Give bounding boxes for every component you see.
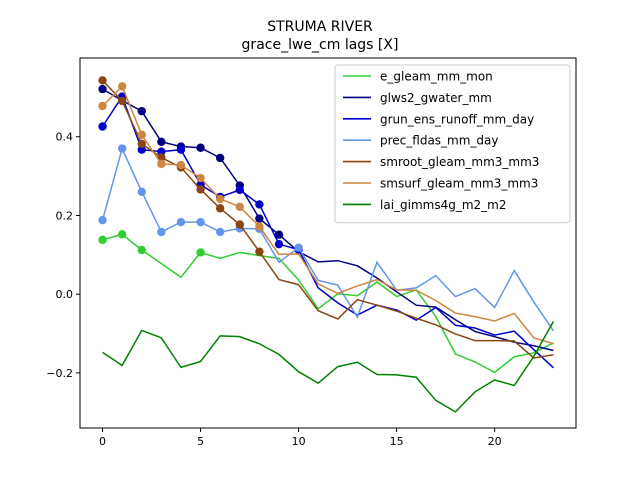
x-tick-label-0: 0 — [99, 435, 106, 448]
data-point-smsurf_gleam_mm3_mm3-7 — [235, 202, 244, 211]
x-tick-label-5: 5 — [197, 435, 204, 448]
data-point-smsurf_gleam_mm3_mm3-8 — [255, 222, 264, 231]
data-point-prec_fldas_mm_day-1 — [117, 144, 127, 153]
legend-box — [334, 64, 571, 224]
legend-label-lai_gimms4g_m2_m2: lai_gimms4g_m2_m2 — [380, 198, 507, 212]
x-tick-label-15: 15 — [390, 435, 404, 448]
data-point-grun_ens_runoff_mm_day-9 — [274, 239, 284, 249]
legend: e_gleam_mm_mon glws2_gwater_mm grun_ens_ru… — [334, 64, 571, 224]
series-layer — [98, 76, 555, 413]
x-tick-label-10: 10 — [292, 435, 306, 448]
plot-frame — [79, 57, 577, 429]
data-point-grun_ens_runoff_mm_day-4 — [176, 145, 186, 154]
data-point-glws2_gwater_mm-2 — [137, 106, 146, 116]
legend-label-glws2_gwater_mm: glws2_gwater_mm — [380, 91, 492, 105]
data-point-smsurf_gleam_mm3_mm3-1 — [117, 82, 127, 91]
data-point-glws2_gwater_mm-6 — [215, 153, 225, 163]
data-point-grun_ens_runoff_mm_day-3 — [157, 147, 166, 156]
y-tick-label-2: 0.2 — [56, 209, 74, 222]
data-point-smsurf_gleam_mm3_mm3-3 — [157, 159, 166, 169]
axes-layer: 0 5 10 15 20 −0.2 0.0 0.2 0.4 — [46, 57, 577, 448]
legend-label-smsurf_gleam_mm3_mm3: smsurf_gleam_mm3_mm3 — [380, 177, 538, 191]
data-point-prec_fldas_mm_day-6 — [215, 227, 225, 237]
data-point-e_gleam_mm_mon-5 — [196, 248, 205, 257]
data-point-smroot_gleam_mm3_mm3-0 — [98, 76, 107, 85]
data-point-smsurf_gleam_mm3_mm3-2 — [137, 130, 146, 139]
chart-title: STRUMA RIVER — [267, 19, 373, 35]
data-point-grun_ens_runoff_mm_day-8 — [255, 200, 264, 209]
data-point-prec_fldas_mm_day-5 — [196, 217, 205, 227]
data-point-smsurf_gleam_mm3_mm3-4 — [176, 160, 186, 170]
data-point-glws2_gwater_mm-3 — [157, 137, 166, 147]
y-tick-label-1: 0.0 — [56, 288, 74, 301]
data-point-grun_ens_runoff_mm_day-7 — [235, 185, 244, 195]
data-point-glws2_gwater_mm-0 — [98, 84, 107, 94]
data-point-smroot_gleam_mm3_mm3-8 — [255, 247, 264, 256]
legend-label-e_gleam_mm_mon: e_gleam_mm_mon — [380, 70, 493, 84]
data-point-smroot_gleam_mm3_mm3-1 — [117, 96, 127, 106]
data-point-smsurf_gleam_mm3_mm3-5 — [196, 173, 205, 183]
series-line-e_gleam_mm_mon — [102, 233, 554, 374]
data-point-smsurf_gleam_mm3_mm3-6 — [215, 194, 225, 204]
legend-label-smroot_gleam_mm3_mm3: smroot_gleam_mm3_mm3 — [380, 155, 539, 169]
data-point-smsurf_gleam_mm3_mm3-0 — [98, 101, 107, 111]
data-point-glws2_gwater_mm-8 — [255, 214, 264, 223]
y-tick-label-0: −0.2 — [46, 367, 73, 380]
data-point-prec_fldas_mm_day-10 — [294, 243, 303, 252]
data-point-prec_fldas_mm_day-3 — [157, 227, 166, 237]
legend-label-prec_fldas_mm_day: prec_fldas_mm_day — [380, 134, 499, 148]
data-point-e_gleam_mm_mon-1 — [117, 230, 127, 239]
data-point-e_gleam_mm_mon-0 — [98, 235, 107, 245]
data-point-smroot_gleam_mm3_mm3-2 — [137, 139, 146, 149]
data-point-grun_ens_runoff_mm_day-0 — [98, 122, 107, 131]
data-point-grun_ens_runoff_mm_day-2 — [137, 145, 146, 154]
data-point-smroot_gleam_mm3_mm3-5 — [196, 185, 205, 194]
data-point-glws2_gwater_mm-9 — [274, 230, 284, 239]
data-point-smroot_gleam_mm3_mm3-7 — [235, 220, 244, 229]
data-point-e_gleam_mm_mon-2 — [137, 245, 146, 255]
legend-label-grun_ens_runoff_mm_day: grun_ens_runoff_mm_day — [380, 112, 534, 126]
data-point-prec_fldas_mm_day-0 — [98, 215, 107, 225]
data-point-glws2_gwater_mm-5 — [196, 143, 205, 152]
x-tick-label-20: 20 — [488, 435, 502, 448]
series-line-lai_gimms4g_m2_m2 — [102, 320, 555, 413]
data-point-prec_fldas_mm_day-2 — [137, 187, 146, 197]
data-point-prec_fldas_mm_day-4 — [176, 217, 186, 227]
chart-subtitle: grace_lwe_cm lags [X] — [242, 37, 399, 53]
data-point-smroot_gleam_mm3_mm3-6 — [215, 204, 225, 213]
y-tick-label-3: 0.4 — [56, 131, 74, 144]
